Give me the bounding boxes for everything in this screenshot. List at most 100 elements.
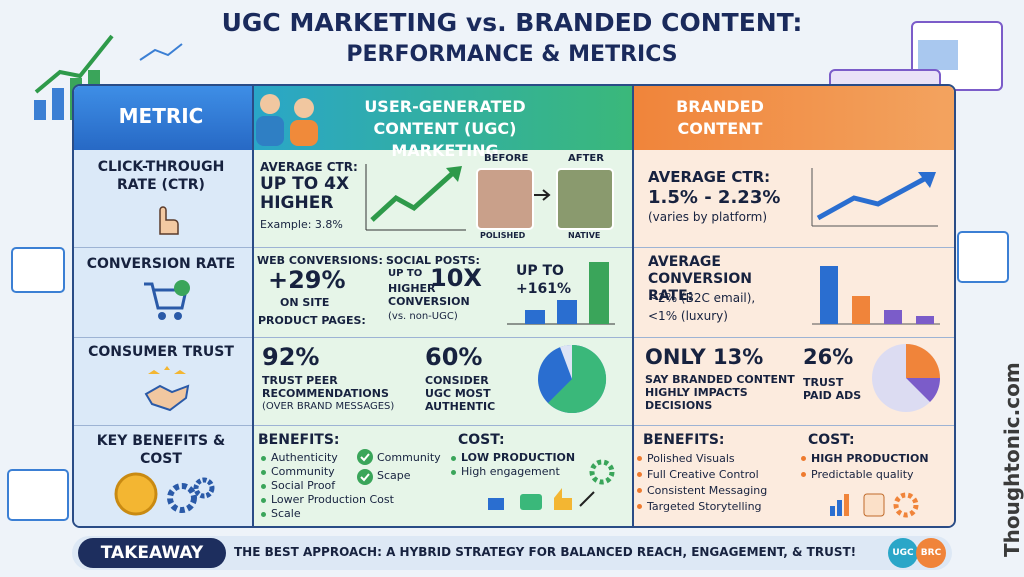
- row-divider: [74, 337, 954, 338]
- note: CONSIDER UGC MOST AUTHENTIC: [425, 374, 496, 413]
- chart-label: UP TO +161%: [516, 263, 571, 297]
- benefit: Scale: [260, 507, 394, 521]
- heading: BENEFITS:: [258, 432, 340, 448]
- column-header: USER-GENERATED CONTENT (UGC) MARKETING: [364, 97, 526, 160]
- cost-item: High engagement: [450, 465, 575, 479]
- stat: +29%: [268, 266, 346, 294]
- ugc-people-icon: [256, 94, 318, 146]
- subtitle: PERFORMANCE & METRICS: [346, 42, 678, 67]
- cost-item: LOW PRODUCTION: [450, 451, 575, 465]
- row-divider: [74, 425, 954, 426]
- decor-window: [957, 231, 1009, 283]
- column-header: BRANDED CONTENT: [676, 97, 764, 138]
- benefit: Consistent Messaging: [636, 483, 767, 499]
- label: AVERAGE CONVERSION RATE:: [648, 254, 752, 304]
- label: SOCIAL POSTS:: [386, 254, 480, 267]
- note: <1% (luxury): [648, 309, 728, 323]
- decor-window: [11, 247, 65, 293]
- branded-column: [632, 150, 954, 526]
- stat: 10X: [430, 264, 482, 292]
- benefit: Community: [260, 465, 394, 479]
- photo-polished: [476, 168, 534, 230]
- growth-chart-icon: [365, 164, 466, 231]
- header-metric: [74, 86, 252, 150]
- benefit-list: Polished Visuals Full Creative Control C…: [636, 451, 767, 515]
- title: UGC MARKETING vs. BRANDED CONTENT:: [221, 8, 803, 37]
- handshake-icon: [144, 366, 190, 412]
- growth-chart-icon: [811, 168, 938, 227]
- header-branded: [632, 86, 954, 150]
- cost-list: HIGH PRODUCTION Predictable quality: [800, 451, 929, 483]
- before-label: BEFORE: [484, 153, 529, 164]
- decor-image: [918, 40, 958, 70]
- badge: BRC: [916, 538, 946, 568]
- benefit: Polished Visuals: [636, 451, 767, 467]
- bar-chart-icon: [507, 262, 615, 325]
- label: AVERAGE CTR:: [260, 160, 358, 174]
- after-label: AFTER: [568, 153, 604, 164]
- metric-label: CONVERSION RATE: [86, 256, 236, 272]
- label: AVERAGE CTR:: [648, 168, 771, 186]
- benefit: Lower Production Cost: [260, 493, 394, 507]
- check-icons: [357, 449, 373, 485]
- cost-list: LOW PRODUCTION High engagement: [450, 451, 575, 479]
- cost-item: HIGH PRODUCTION: [800, 451, 929, 467]
- col-divider: [632, 86, 634, 526]
- takeaway-label: TAKEAWAY: [78, 538, 226, 568]
- note: Example: 3.8%: [260, 218, 343, 231]
- stat: UP TO 4X HIGHER: [260, 174, 350, 213]
- benefit: Targeted Storytelling: [636, 499, 767, 515]
- decor-window: [7, 469, 69, 521]
- coin-gear-icon: [114, 472, 215, 516]
- metric-label: KEY BENEFITS & COST: [96, 433, 226, 467]
- pie-icon: [538, 344, 607, 413]
- benefit: Authenticity: [260, 451, 394, 465]
- note: (varies by platform): [648, 210, 768, 224]
- caption: NATIVE: [568, 231, 601, 240]
- row-divider: [74, 247, 954, 248]
- stat: 1.5% - 2.23%: [648, 187, 781, 208]
- stat: ONLY 13%: [645, 345, 764, 369]
- cart-icon: [144, 280, 190, 320]
- stat: 26%: [803, 345, 854, 369]
- heading: BENEFITS:: [643, 432, 725, 448]
- note: UP TO: [388, 268, 423, 279]
- photo-native: [556, 168, 614, 230]
- click-icon: [159, 206, 179, 235]
- caption: POLISHED: [480, 231, 526, 240]
- takeaway-text: THE BEST APPROACH: A HYBRID STRATEGY FOR…: [234, 545, 857, 559]
- column-header: METRIC: [118, 104, 204, 128]
- note: (OVER BRAND MESSAGES): [262, 401, 395, 412]
- check-item: Scape: [377, 469, 411, 482]
- comparison-table: [72, 84, 956, 528]
- note: ON SITE: [280, 296, 330, 309]
- stat: 60%: [425, 343, 483, 371]
- note: TRUST PEER RECOMMENDATIONS: [262, 374, 389, 400]
- watermark: Thoughtonic.com: [1000, 362, 1024, 557]
- branded-icons: [830, 492, 919, 518]
- heading: COST:: [808, 432, 855, 448]
- heading: COST:: [458, 432, 505, 448]
- note: ~2% (B2C email),: [648, 291, 756, 305]
- col-divider: [252, 86, 254, 526]
- cost-item: Predictable quality: [800, 467, 929, 483]
- benefit: Full Creative Control: [636, 467, 767, 483]
- pie-icon: [872, 344, 940, 412]
- note: SAY BRANDED CONTENT HIGHLY IMPACTS DECIS…: [645, 373, 795, 412]
- label: WEB CONVERSIONS:: [257, 254, 383, 267]
- check-item: Community: [377, 451, 441, 464]
- note: (vs. non-UGC): [388, 311, 458, 322]
- note: PRODUCT PAGES:: [258, 314, 366, 327]
- stat: 92%: [262, 343, 320, 371]
- benefit-list: Authenticity Community Social Proof Lowe…: [260, 451, 394, 521]
- metric-label: CLICK-THROUGH RATE (CTR): [97, 159, 225, 193]
- social-icons: [488, 459, 615, 510]
- badge: UGC: [888, 538, 918, 568]
- metric-label: CONSUMER TRUST: [88, 344, 234, 360]
- benefit: Social Proof: [260, 479, 394, 493]
- note: TRUST PAID ADS: [803, 376, 862, 402]
- arrow: [534, 189, 551, 201]
- bar-chart-icon: [812, 266, 940, 325]
- note: HIGHER CONVERSION: [388, 282, 470, 308]
